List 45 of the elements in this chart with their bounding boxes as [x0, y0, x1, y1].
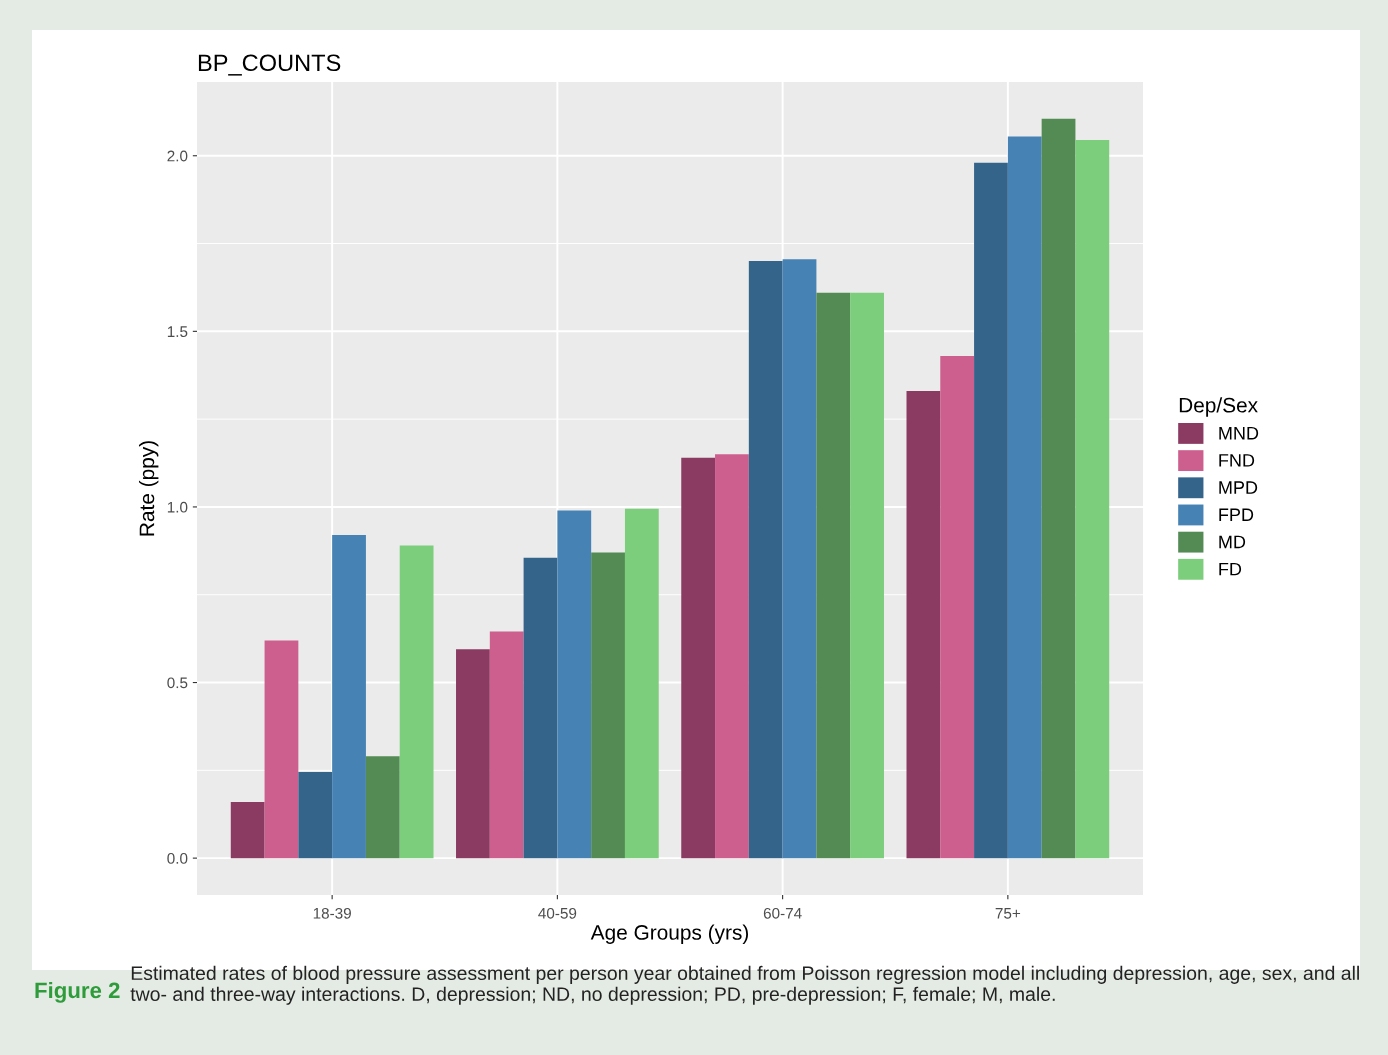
bar: [624, 508, 659, 859]
bar: [557, 510, 592, 859]
bar: [230, 801, 265, 859]
bar: [1007, 136, 1042, 859]
x-tick-label: 60-74: [763, 907, 802, 919]
bar: [591, 552, 625, 859]
bar: [748, 261, 783, 859]
y-tick-label: 1.5: [167, 326, 188, 338]
bar: [681, 457, 716, 859]
bar: [523, 557, 558, 859]
text: Estimated rates of blood pressure assessment per person year obtained from Poisson regression model including depression, age, sex, and all two- and three-way interactions. D, depression; ND, no depression; PD, pre-depression; F, female; M, male.: [130, 965, 1359, 1005]
y-axis-title: Rate (ppy): [138, 441, 159, 536]
bar: [298, 772, 333, 859]
bar: [399, 545, 434, 859]
bar: [1041, 118, 1076, 859]
legend-title: Dep/Sex: [1179, 397, 1258, 417]
bar: [365, 756, 400, 859]
bar: [850, 292, 884, 859]
bar: [1075, 139, 1110, 859]
bar: [782, 259, 817, 859]
bar: [456, 649, 490, 859]
bar: [816, 292, 851, 859]
caption: Figure 2: [35, 981, 120, 1003]
x-axis-title: Age Groups (yrs): [590, 924, 749, 944]
x-tick-label: 40-59: [538, 907, 577, 919]
y-tick-label: 0.5: [167, 677, 188, 689]
legend-label: FND: [1219, 454, 1255, 467]
x-tick-label: 18-39: [313, 907, 351, 919]
legend-label: MD: [1219, 535, 1246, 549]
y-tick-label: 2.0: [167, 150, 188, 162]
bar: [940, 355, 975, 859]
chart-title: BP_COUNTS: [198, 54, 341, 76]
y-tick-label: 1.0: [167, 501, 188, 513]
legend-label: FPD: [1219, 508, 1254, 521]
bar: [332, 535, 366, 859]
legend-label: MND: [1219, 427, 1259, 440]
legend-label: FD: [1219, 562, 1242, 576]
y-tick-label: 0.0: [167, 852, 188, 864]
bar: [974, 162, 1008, 859]
bar: [264, 640, 299, 859]
bar: [489, 631, 524, 859]
bar: [906, 391, 941, 859]
x-tick-label: 75+: [995, 908, 1021, 919]
bar: [715, 454, 749, 859]
legend-label: MPD: [1219, 481, 1258, 494]
